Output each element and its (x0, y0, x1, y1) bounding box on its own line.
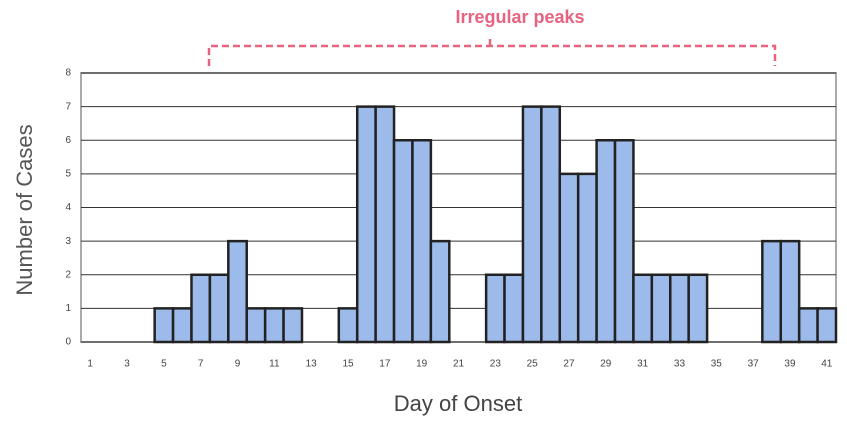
annotation-bracket (207, 38, 777, 66)
bar (761, 239, 783, 344)
x-tick-label: 39 (784, 359, 796, 370)
bar (576, 172, 598, 344)
bar (282, 307, 304, 344)
y-tick-label: 7 (65, 101, 71, 112)
x-tick-label: 33 (674, 359, 686, 370)
bar (171, 307, 193, 344)
y-tick-label: 2 (65, 269, 71, 280)
bar (355, 105, 377, 344)
x-tick-label: 5 (161, 359, 167, 370)
bar (797, 307, 819, 344)
bar (632, 273, 654, 344)
bar (484, 273, 506, 344)
x-tick-label: 31 (637, 359, 649, 370)
x-axis-label: Day of Onset (394, 391, 522, 416)
x-tick-label: 15 (342, 359, 354, 370)
x-tick-label: 9 (235, 359, 241, 370)
bar (650, 273, 672, 344)
bar (595, 139, 617, 344)
y-tick-label: 0 (65, 337, 71, 348)
x-tick-label: 11 (269, 359, 280, 370)
bar (190, 273, 212, 344)
x-tick-label: 25 (527, 359, 539, 370)
x-tick-label: 35 (711, 359, 723, 370)
bar (687, 273, 709, 344)
x-tick-label: 7 (198, 359, 204, 370)
x-tick-label: 17 (379, 359, 391, 370)
x-tick-label: 13 (306, 359, 318, 370)
bar (208, 273, 230, 344)
bar (337, 307, 359, 344)
x-tick-label: 23 (490, 359, 502, 370)
x-tick-label: 29 (600, 359, 612, 370)
bar (392, 139, 414, 344)
y-tick-label: 3 (65, 236, 71, 247)
bar (374, 105, 396, 344)
y-tick-label: 1 (65, 303, 71, 314)
x-tick-label: 1 (87, 359, 93, 370)
bar (429, 239, 451, 344)
bar (779, 239, 801, 344)
annotation: Irregular peaks (455, 7, 584, 27)
y-tick-label: 4 (65, 202, 71, 213)
x-tick-label: 27 (563, 359, 575, 370)
bar (227, 239, 248, 344)
bar (503, 273, 525, 344)
bar (558, 172, 580, 344)
x-tick-label: 41 (821, 359, 833, 370)
x-tick-label: 3 (124, 359, 130, 370)
bar (245, 307, 267, 344)
bar (411, 139, 433, 344)
bar (613, 139, 635, 344)
y-tick-label: 8 (65, 68, 71, 79)
bar (153, 307, 175, 344)
bar (816, 307, 838, 344)
bar (540, 105, 562, 344)
x-tick-label: 21 (453, 359, 465, 370)
bar (263, 307, 285, 344)
bar (521, 105, 543, 344)
y-tick-label: 5 (65, 169, 71, 180)
x-tick-label: 19 (416, 359, 428, 370)
x-tick-label: 37 (748, 359, 760, 370)
y-tick-label: 6 (65, 135, 71, 146)
y-axis-label: Number of Cases (12, 124, 37, 295)
bar (669, 273, 690, 344)
